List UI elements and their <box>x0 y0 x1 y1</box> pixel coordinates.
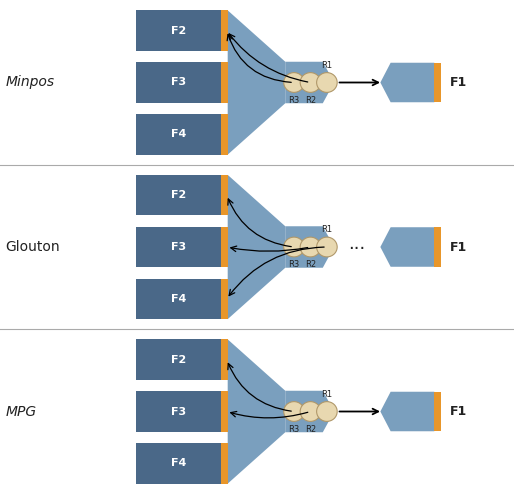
Bar <box>221 391 228 432</box>
Text: F3: F3 <box>171 78 186 87</box>
Polygon shape <box>285 391 334 432</box>
Text: MPG: MPG <box>5 405 36 418</box>
Bar <box>136 175 221 215</box>
Circle shape <box>317 73 337 92</box>
Text: R2: R2 <box>305 425 316 434</box>
Polygon shape <box>228 175 285 319</box>
Bar <box>221 10 228 51</box>
Bar <box>136 380 206 391</box>
Bar <box>221 62 228 103</box>
Text: R1: R1 <box>321 61 333 70</box>
Circle shape <box>284 237 304 257</box>
Text: F4: F4 <box>171 458 186 468</box>
Bar <box>434 392 441 431</box>
Circle shape <box>317 402 337 421</box>
Polygon shape <box>380 63 434 102</box>
Polygon shape <box>285 226 334 268</box>
Circle shape <box>317 237 337 257</box>
Text: R3: R3 <box>288 96 300 105</box>
Text: F1: F1 <box>450 241 467 253</box>
Bar <box>136 62 221 103</box>
Bar <box>221 114 228 155</box>
Polygon shape <box>285 62 334 103</box>
Bar <box>221 279 228 319</box>
Bar <box>221 443 228 484</box>
Text: F4: F4 <box>171 129 186 139</box>
Bar <box>136 443 221 484</box>
Circle shape <box>284 402 304 421</box>
Bar <box>136 339 221 380</box>
Polygon shape <box>228 10 285 155</box>
Circle shape <box>300 402 321 421</box>
Polygon shape <box>380 392 434 431</box>
Circle shape <box>300 73 321 92</box>
Text: R3: R3 <box>288 260 300 269</box>
Bar <box>221 227 228 267</box>
Text: F1: F1 <box>450 405 467 418</box>
Bar <box>434 63 441 102</box>
Bar <box>434 227 441 267</box>
Text: F2: F2 <box>171 26 186 36</box>
Bar <box>136 227 221 267</box>
Text: R2: R2 <box>305 96 316 105</box>
Text: R2: R2 <box>305 260 316 269</box>
Circle shape <box>284 73 304 92</box>
Bar <box>136 391 221 432</box>
Circle shape <box>300 237 321 257</box>
Polygon shape <box>228 339 285 484</box>
Text: Minpos: Minpos <box>5 76 54 89</box>
Text: F2: F2 <box>171 190 186 200</box>
Text: R1: R1 <box>321 390 333 399</box>
Bar <box>136 114 221 155</box>
Text: F3: F3 <box>171 407 186 416</box>
Text: Glouton: Glouton <box>5 240 60 254</box>
Text: R1: R1 <box>321 225 333 234</box>
Text: F1: F1 <box>450 76 467 89</box>
Text: F2: F2 <box>171 355 186 365</box>
Text: F3: F3 <box>171 242 186 252</box>
Bar <box>136 51 206 62</box>
Bar <box>221 175 228 215</box>
Bar <box>136 215 206 226</box>
Polygon shape <box>380 227 434 267</box>
Text: ···: ··· <box>348 240 366 258</box>
Bar <box>136 279 221 319</box>
Text: F4: F4 <box>171 294 186 304</box>
Bar <box>136 432 206 443</box>
Text: R3: R3 <box>288 425 300 434</box>
Bar <box>136 10 221 51</box>
Bar <box>221 339 228 380</box>
Bar <box>136 103 206 114</box>
Bar <box>136 267 206 278</box>
